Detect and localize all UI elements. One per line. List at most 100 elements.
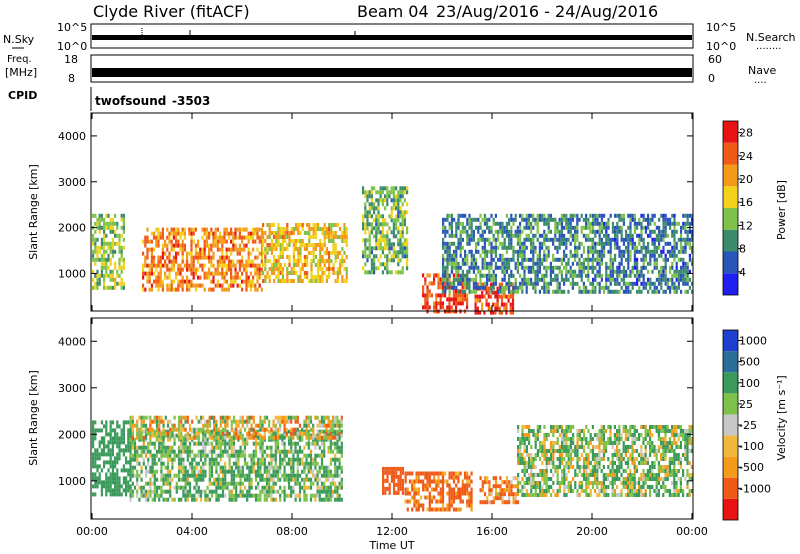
heatmap-cell xyxy=(263,493,266,498)
heatmap-cell xyxy=(158,415,161,420)
heatmap-cell xyxy=(294,431,297,436)
heatmap-cell xyxy=(236,271,239,276)
heatmap-cell xyxy=(488,265,491,270)
heatmap-cell xyxy=(205,231,208,236)
heatmap-cell xyxy=(543,241,546,246)
heatmap-cell xyxy=(379,242,382,247)
heatmap-cell xyxy=(232,275,235,280)
heatmap-cell xyxy=(318,485,321,490)
heatmap-cell xyxy=(205,235,208,240)
heatmap-cell xyxy=(109,245,112,250)
heatmap-cell xyxy=(688,237,691,242)
heatmap-cell xyxy=(213,437,216,442)
heatmap-cell xyxy=(448,285,451,290)
heatmap-cell xyxy=(195,465,198,470)
heatmap-cell xyxy=(221,263,224,268)
heatmap-cell xyxy=(666,249,669,254)
heatmap-cell xyxy=(545,233,548,238)
heatmap-cell xyxy=(94,456,97,461)
heatmap-cell xyxy=(103,265,106,270)
heatmap-cell xyxy=(238,235,241,240)
heatmap-cell xyxy=(442,273,445,278)
heatmap-cell xyxy=(505,221,508,226)
heatmap-cell xyxy=(168,283,171,288)
heatmap-cell xyxy=(131,481,134,486)
heatmap-cell xyxy=(268,489,271,494)
heatmap-cell xyxy=(208,489,211,494)
heatmap-cell xyxy=(111,476,114,481)
heatmap-cell xyxy=(666,241,669,246)
heatmap-cell xyxy=(569,229,572,234)
heatmap-cell xyxy=(173,485,176,490)
heatmap-cell xyxy=(397,206,400,211)
heatmap-cell xyxy=(642,265,645,270)
heatmap-cell xyxy=(239,453,242,458)
heatmap-cell xyxy=(191,435,194,440)
heatmap-cell xyxy=(169,453,172,458)
heatmap-cell xyxy=(388,190,391,195)
heatmap-cell xyxy=(197,255,200,260)
heatmap-cell xyxy=(655,277,658,282)
heatmap-cell xyxy=(241,255,244,260)
heatmap-cell xyxy=(290,457,293,462)
heatmap-cell xyxy=(283,435,286,440)
heatmap-cell xyxy=(406,238,409,243)
heatmap-cell xyxy=(292,473,295,478)
heatmap-cell xyxy=(157,275,160,280)
heatmap-cell xyxy=(214,235,217,240)
heatmap-cell xyxy=(321,227,324,231)
heatmap-cell xyxy=(232,445,236,450)
heatmap-cell xyxy=(457,237,460,242)
heatmap-cell xyxy=(197,239,200,244)
heatmap-cell xyxy=(660,233,663,238)
heatmap-cell xyxy=(140,485,143,490)
heatmap-cell xyxy=(598,241,601,246)
heatmap-cell xyxy=(536,213,539,218)
heatmap-cell xyxy=(94,245,97,250)
heatmap-cell xyxy=(507,294,510,299)
heatmap-cell xyxy=(225,255,228,260)
heatmap-cell xyxy=(320,429,324,434)
heatmap-cell xyxy=(481,217,484,222)
heatmap-cell xyxy=(503,257,506,262)
heatmap-cell xyxy=(370,250,373,255)
heatmap-cell xyxy=(691,213,694,218)
heatmap-cell xyxy=(569,217,572,222)
heatmap-cell xyxy=(192,255,195,260)
heatmap-cell xyxy=(660,285,663,290)
heatmap-cell xyxy=(662,233,665,238)
heatmap-cell xyxy=(151,473,154,478)
heatmap-cell xyxy=(116,492,119,497)
heatmap-cell xyxy=(262,235,265,239)
heatmap-cell xyxy=(186,287,189,292)
heatmap-cell xyxy=(292,267,295,271)
heatmap-cell xyxy=(214,267,217,272)
heatmap-cell xyxy=(331,457,335,462)
heatmap-cell xyxy=(173,497,176,502)
heatmap-cell xyxy=(525,285,528,290)
heatmap-cell xyxy=(532,213,535,218)
heatmap-cell xyxy=(669,277,672,282)
heatmap-cell xyxy=(281,419,284,424)
heatmap-cell xyxy=(155,419,159,424)
heatmap-cell xyxy=(545,273,548,278)
heatmap-cell xyxy=(228,489,231,494)
heatmap-cell xyxy=(644,265,647,270)
heatmap-cell xyxy=(179,279,182,284)
heatmap-cell xyxy=(638,217,641,222)
heatmap-cell xyxy=(249,263,252,268)
heatmap-cell xyxy=(464,261,467,266)
heatmap-cell xyxy=(332,243,335,247)
heatmap-cell xyxy=(446,261,449,266)
heatmap-cell xyxy=(461,229,464,234)
heatmap-cell xyxy=(658,233,661,238)
heatmap-cell xyxy=(492,302,495,307)
heatmap-cell xyxy=(186,251,189,256)
heatmap-cell xyxy=(475,249,478,254)
heatmap-cell xyxy=(221,469,225,474)
heatmap-cell xyxy=(563,289,566,294)
heatmap-cell xyxy=(534,245,537,250)
heatmap-cell xyxy=(642,257,645,262)
heatmap-cell xyxy=(323,435,326,440)
heatmap-cell xyxy=(314,477,317,482)
